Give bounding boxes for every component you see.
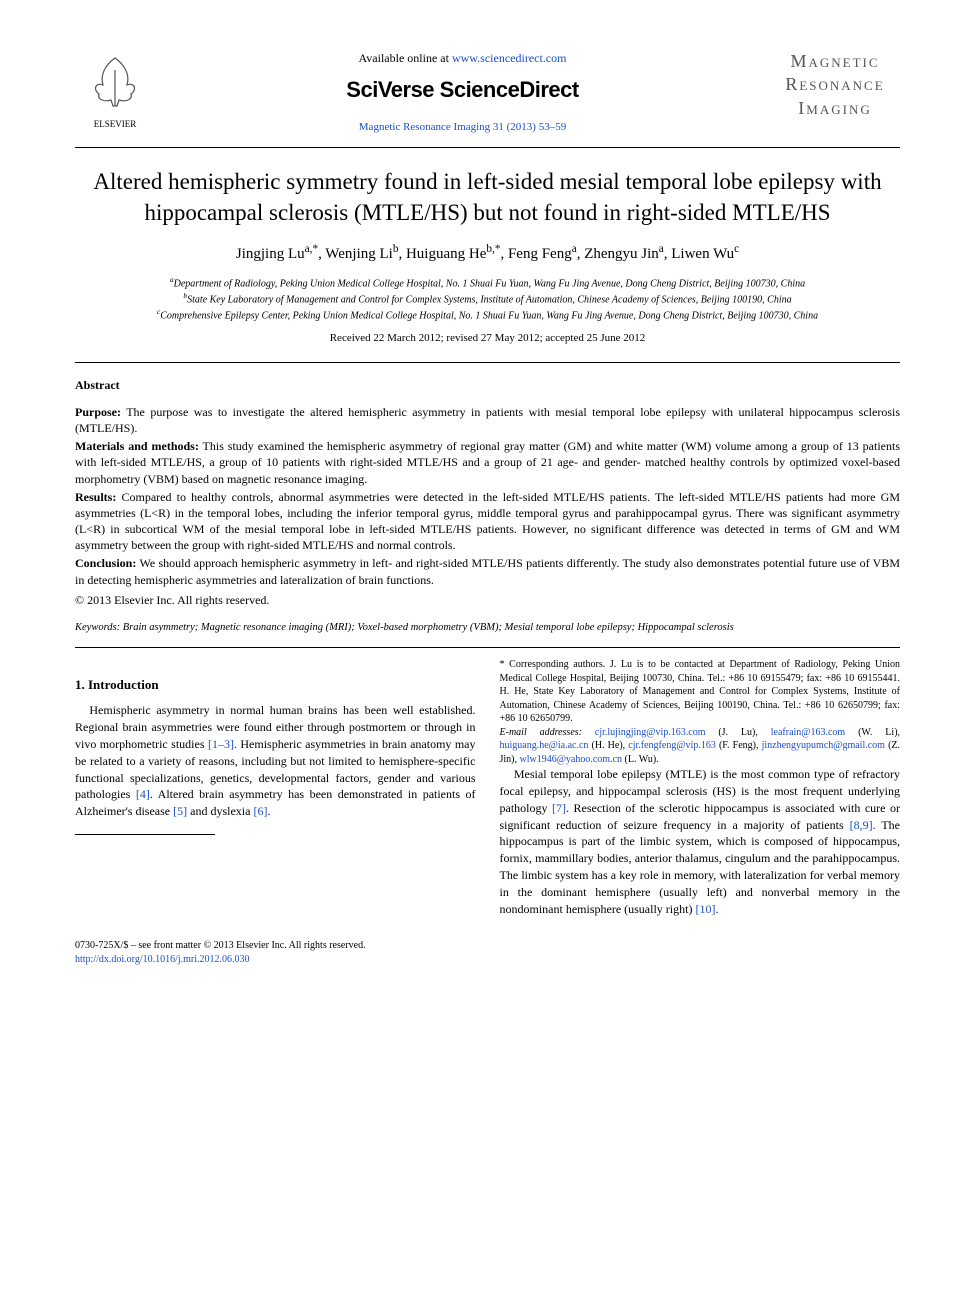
elsevier-tree-icon xyxy=(85,50,145,110)
abstract-top-rule xyxy=(75,362,900,363)
abstract-bottom-rule xyxy=(75,647,900,648)
available-prefix: Available online at xyxy=(359,51,452,65)
body-two-column: 1. Introduction Hemispheric asymmetry in… xyxy=(75,658,900,917)
ref-8-9[interactable]: [8,9] xyxy=(850,818,873,832)
abstract-heading: Abstract xyxy=(75,377,900,394)
email-link[interactable]: cjr.lujingjing@vip.163.com xyxy=(595,727,706,738)
abstract-purpose: Purpose: The purpose was to investigate … xyxy=(75,404,900,436)
footer-copyright: 0730-725X/$ – see front matter © 2013 El… xyxy=(75,939,900,953)
header-row: ELSEVIER Available online at www.science… xyxy=(75,50,900,135)
journal-reference[interactable]: Magnetic Resonance Imaging 31 (2013) 53–… xyxy=(155,120,770,135)
journal-logo-line1: Magnetic xyxy=(770,50,900,73)
article-title: Altered hemispheric symmetry found in le… xyxy=(75,166,900,228)
center-header: Available online at www.sciencedirect.co… xyxy=(155,50,770,135)
journal-logo: Magnetic Resonance Imaging xyxy=(770,50,900,120)
abstract-methods: Materials and methods: This study examin… xyxy=(75,438,900,487)
keywords: Keywords: Brain asymmetry; Magnetic reso… xyxy=(75,621,900,636)
affiliations: aDepartment of Radiology, Peking Union M… xyxy=(75,275,900,322)
doi-link[interactable]: http://dx.doi.org/10.1016/j.mri.2012.06.… xyxy=(75,954,250,965)
footnotes: * Corresponding authors. J. Lu is to be … xyxy=(500,658,901,766)
email-link[interactable]: jinzhengyupumch@gmail.com xyxy=(762,740,885,751)
header-rule xyxy=(75,147,900,148)
sciverse-branding: SciVerse ScienceDirect xyxy=(155,75,770,106)
ref-7[interactable]: [7] xyxy=(552,801,566,815)
available-online: Available online at www.sciencedirect.co… xyxy=(155,50,770,67)
affiliation-c: cComprehensive Epilepsy Center, Peking U… xyxy=(75,307,900,323)
page-footer: 0730-725X/$ – see front matter © 2013 El… xyxy=(75,939,900,967)
abstract-results: Results: Compared to healthy controls, a… xyxy=(75,489,900,554)
affiliation-a: aDepartment of Radiology, Peking Union M… xyxy=(75,275,900,291)
intro-heading: 1. Introduction xyxy=(75,676,476,694)
authors-line: Jingjing Lua,*, Wenjing Lib, Huiguang He… xyxy=(75,242,900,265)
elsevier-label: ELSEVIER xyxy=(75,118,155,131)
corresponding-authors: * Corresponding authors. J. Lu is to be … xyxy=(500,658,901,726)
abstract-copyright: © 2013 Elsevier Inc. All rights reserved… xyxy=(75,592,900,609)
emails-label: E-mail addresses: xyxy=(500,727,583,738)
intro-para-1: Hemispheric asymmetry in normal human br… xyxy=(75,702,476,820)
ref-5[interactable]: [5] xyxy=(173,804,187,818)
abstract-conclusion: Conclusion: We should approach hemispher… xyxy=(75,555,900,587)
email-link[interactable]: huiguang.he@ia.ac.cn xyxy=(500,740,589,751)
journal-logo-line2: Resonance xyxy=(770,73,900,96)
email-link[interactable]: wlw1946@yahoo.com.cn xyxy=(520,754,623,765)
sciencedirect-link[interactable]: www.sciencedirect.com xyxy=(452,51,567,65)
footnote-separator xyxy=(75,834,215,835)
ref-10[interactable]: [10] xyxy=(695,902,715,916)
elsevier-logo: ELSEVIER xyxy=(75,50,155,130)
ref-4[interactable]: [4] xyxy=(136,787,150,801)
ref-1-3[interactable]: [1–3] xyxy=(208,737,234,751)
intro-para-2: Mesial temporal lobe epilepsy (MTLE) is … xyxy=(500,766,901,917)
journal-logo-line3: Imaging xyxy=(770,97,900,120)
email-link[interactable]: cjr.fengfeng@vip.163 xyxy=(628,740,716,751)
affiliation-b: bState Key Laboratory of Management and … xyxy=(75,291,900,307)
keywords-label: Keywords: xyxy=(75,622,120,633)
ref-6[interactable]: [6] xyxy=(253,804,267,818)
keywords-text: Brain asymmetry; Magnetic resonance imag… xyxy=(120,622,734,633)
email-addresses: E-mail addresses: cjr.lujingjing@vip.163… xyxy=(500,726,901,767)
article-dates: Received 22 March 2012; revised 27 May 2… xyxy=(75,331,900,346)
email-link[interactable]: leafrain@163.com xyxy=(771,727,845,738)
